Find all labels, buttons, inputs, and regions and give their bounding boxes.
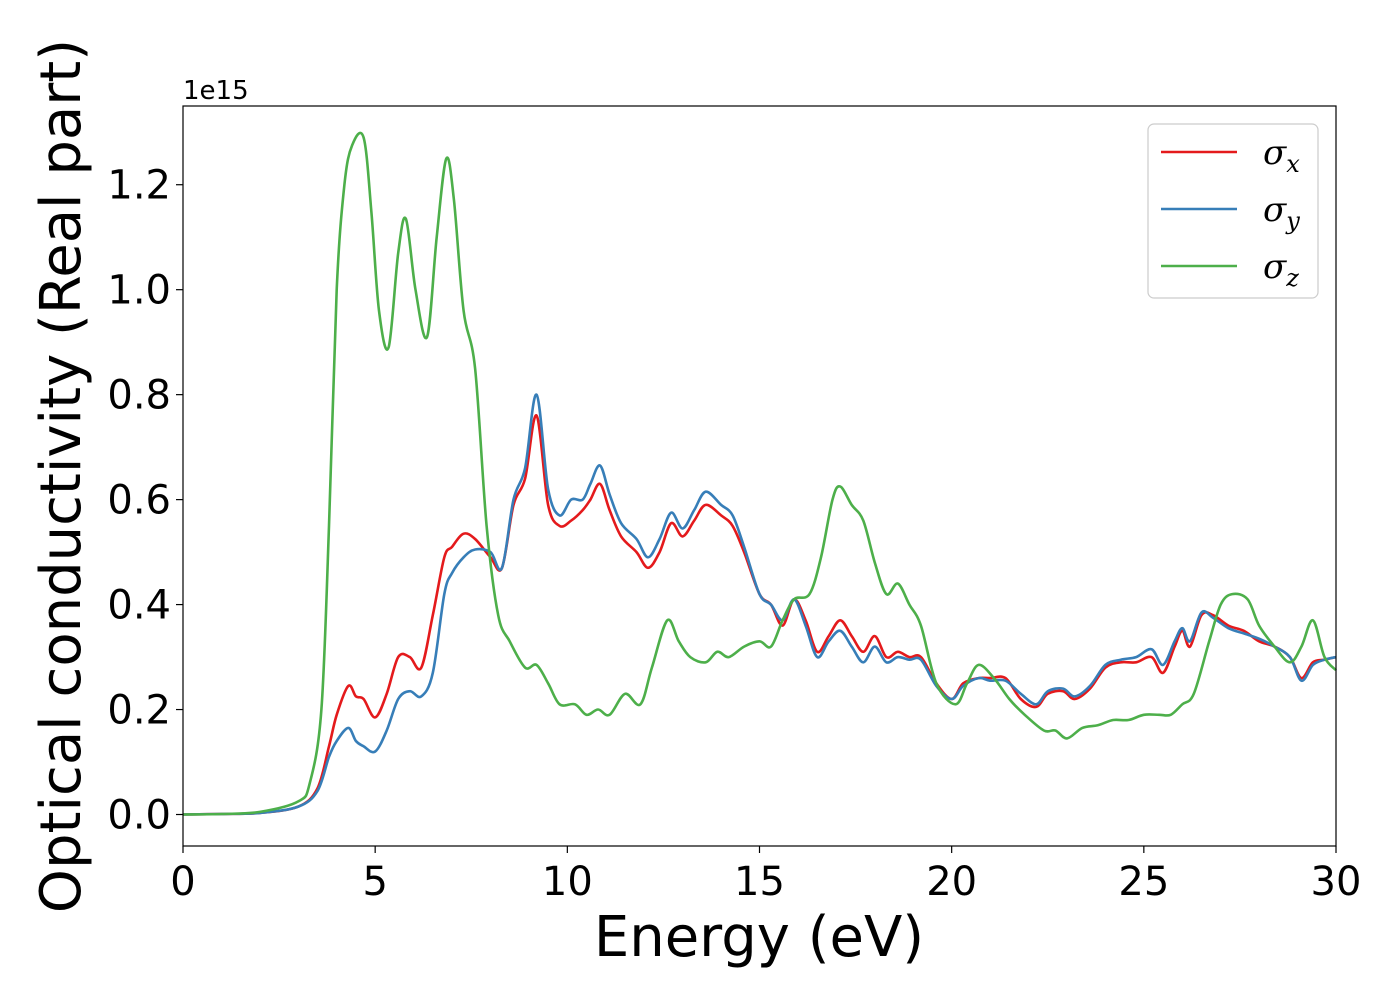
series-line-sigma-z: [182, 131, 1337, 816]
x-tick-label: 5: [362, 859, 387, 905]
plot-area: [183, 106, 1336, 846]
y-tick-label: 0.6: [107, 478, 171, 524]
y-tick-label: 0.8: [107, 373, 171, 419]
series-layer: [182, 131, 1337, 816]
y-axis: 0.0 0.2 0.4 0.6 0.8 1.0 1.2: [107, 163, 183, 839]
legend-label-sigma-y: σy: [1263, 190, 1300, 235]
x-tick-label: 25: [1118, 859, 1169, 905]
legend-label-sigma-z: σz: [1263, 247, 1299, 292]
y-offset-label: 1e15: [183, 76, 249, 106]
x-tick-label: 15: [734, 859, 785, 905]
legend-label-sigma-x: σx: [1263, 133, 1300, 178]
y-tick-label: 1.0: [107, 268, 171, 314]
x-axis: 0 5 10 15 20 25 30: [170, 846, 1361, 905]
x-tick-label: 30: [1311, 859, 1362, 905]
y-tick-label: 0.4: [107, 583, 171, 629]
x-tick-label: 0: [170, 859, 195, 905]
y-axis-title: Optical conductivity (Real part): [29, 39, 94, 913]
y-tick-label: 0.2: [107, 688, 171, 734]
x-tick-label: 10: [542, 859, 593, 905]
y-tick-label: 1.2: [107, 163, 171, 209]
legend-box: [1147, 123, 1319, 299]
series-line-sigma-y: [182, 393, 1337, 816]
legend: σx σy σz: [1147, 123, 1319, 299]
x-axis-title: Energy (eV): [594, 905, 924, 970]
y-tick-label: 0.0: [107, 793, 171, 839]
x-tick-label: 20: [926, 859, 977, 905]
